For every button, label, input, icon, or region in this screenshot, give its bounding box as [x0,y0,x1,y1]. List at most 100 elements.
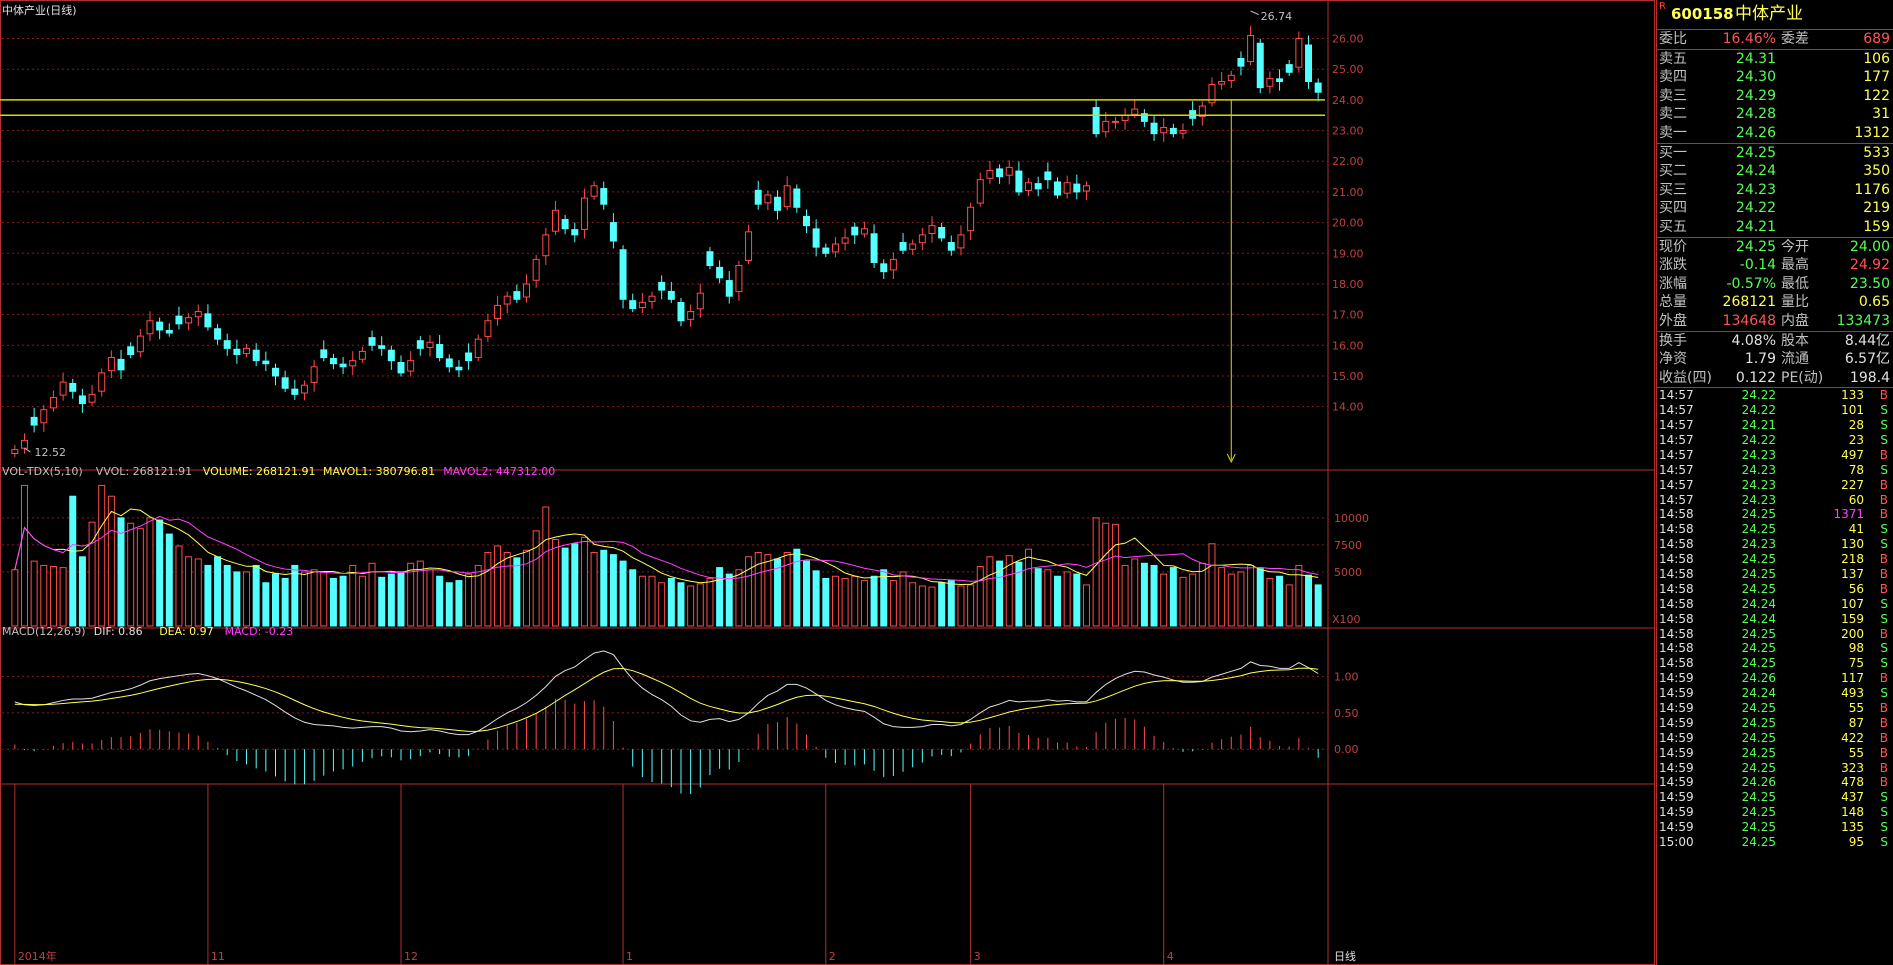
candle-body [1256,42,1264,89]
volume-bar [445,582,453,627]
tick-row[interactable]: 14:57 24.22 133 B [1657,388,1893,403]
volume-bar [474,564,482,627]
tick-row[interactable]: 14:58 24.25 1371 B [1657,507,1893,522]
x-tick-label: 2014年 [18,949,57,963]
tick-row[interactable]: 14:58 24.25 98 S [1657,641,1893,656]
tick-price: 24.23 [1741,447,1776,462]
tick-row[interactable]: 14:59 24.25 148 S [1657,805,1893,820]
tick-time: 14:58 [1659,537,1694,552]
tick-row[interactable]: 14:58 24.25 200 B [1657,627,1893,642]
volume-bar [1034,568,1042,627]
volume-bar [214,556,222,627]
candle-body [204,313,212,328]
tick-time: 14:58 [1659,581,1694,596]
candle-body [619,249,627,300]
stat-row: 总量 268121 量比 0.65 [1657,293,1893,312]
volume-bar [745,556,753,627]
tick-row[interactable]: 14:57 24.21 28 S [1657,418,1893,433]
candle-body [812,228,820,248]
volume-bar [40,564,48,627]
tick-side: B [1879,730,1888,745]
volume-bar [638,575,646,627]
tick-price: 24.26 [1741,775,1776,790]
candle-body [1121,114,1129,121]
tick-row[interactable]: 14:59 24.26 478 B [1657,775,1893,790]
volume-bar [754,551,762,627]
price-tick-label: 24.00 [1332,94,1364,107]
volume-bar [629,569,637,627]
tick-side: B [1879,760,1888,775]
tick-row[interactable]: 14:58 24.25 137 B [1657,567,1893,582]
stat-value-2: 133473 [1836,312,1890,329]
tick-row[interactable]: 14:58 24.24 159 S [1657,612,1893,627]
candle-body [909,243,917,250]
volume-bar [590,551,598,627]
tick-row[interactable]: 14:57 24.23 60 B [1657,493,1893,508]
price-tick-label: 15.00 [1332,370,1364,383]
volume-bar [551,538,559,627]
volume-bar [532,530,540,627]
volume-bar [561,547,569,627]
tick-row[interactable]: 14:58 24.25 218 B [1657,552,1893,567]
weibi-label: 委比 [1659,31,1687,47]
tick-row[interactable]: 14:57 24.22 101 S [1657,403,1893,418]
kline-chart-area[interactable]: 14.00 15.00 16.00 17.00 18.00 19.00 20.00 21.00… [0,0,1655,965]
volume-bar [1227,573,1235,627]
volume-bar [571,543,579,627]
bids-price: 24.23 [1735,181,1776,198]
tick-row[interactable]: 14:59 24.25 437 S [1657,790,1893,805]
macd-header-text: DIF: 0.86 [94,625,143,638]
tick-row[interactable]: 15:00 24.25 95 S [1657,835,1893,850]
volume-bar [1314,584,1322,627]
volume-ma10-line [14,515,1319,582]
tick-volume: 137 [1841,566,1864,581]
kline-chart[interactable]: 14.0015.0016.0017.0018.0019.0020.0021.00… [0,0,1655,965]
volume-bar [69,495,77,627]
volume-bar [783,551,791,627]
candle-body [455,366,463,371]
volume-bar [831,575,839,627]
candle-body [551,209,559,232]
bids-label: 买三 [1659,181,1687,198]
tick-row[interactable]: 14:58 24.24 107 S [1657,597,1893,612]
volume-bar [1189,573,1197,627]
volume-bar [175,545,183,627]
volume-bar [262,582,270,627]
tick-row[interactable]: 14:58 24.25 56 B [1657,582,1893,597]
tick-row[interactable]: 14:59 24.25 135 S [1657,820,1893,835]
low-pointer [24,447,31,453]
tick-row[interactable]: 14:57 24.23 78 S [1657,463,1893,478]
fin-value-2: 8.44亿 [1844,332,1890,349]
candle-body [532,258,540,281]
volume-bar [300,571,308,627]
tick-row[interactable]: 14:59 24.26 117 B [1657,671,1893,686]
stock-name[interactable]: 中体产业 [1735,4,1803,24]
volume-bar [542,506,550,627]
candle-body [783,185,791,208]
tick-row[interactable]: 14:59 24.25 422 B [1657,731,1893,746]
volume-bar [416,560,424,627]
tick-row[interactable]: 14:58 24.23 130 S [1657,537,1893,552]
tick-row[interactable]: 14:58 24.25 41 S [1657,522,1893,537]
fin-value: 1.79 [1744,351,1776,368]
tick-row[interactable]: 14:59 24.25 55 B [1657,746,1893,761]
tick-row[interactable]: 14:59 24.25 323 B [1657,761,1893,776]
tick-time: 14:59 [1659,686,1694,701]
stock-code[interactable]: 600158 [1671,5,1734,23]
tick-row[interactable]: 14:57 24.23 227 B [1657,478,1893,493]
tick-row[interactable]: 14:59 24.25 55 B [1657,701,1893,716]
tick-list[interactable]: 14:57 24.22 133 B 14:57 24.22 101 S 14:57 24.21 28… [1657,388,1893,850]
tick-row[interactable]: 14:57 24.22 23 S [1657,433,1893,448]
candle-body [928,225,936,234]
volume-header-text: MAVOL1: 380796.81 [323,465,435,478]
tick-time: 14:59 [1659,805,1694,820]
tick-row[interactable]: 14:57 24.23 497 B [1657,448,1893,463]
tick-time: 14:58 [1659,507,1694,522]
tick-row[interactable]: 14:58 24.25 75 S [1657,656,1893,671]
tick-time: 14:59 [1659,820,1694,835]
macd-tick-label: 0.00 [1334,743,1359,756]
volume-bar [793,548,801,627]
candle-body [764,194,772,204]
tick-row[interactable]: 14:59 24.25 87 B [1657,716,1893,731]
tick-row[interactable]: 14:59 24.24 493 S [1657,686,1893,701]
